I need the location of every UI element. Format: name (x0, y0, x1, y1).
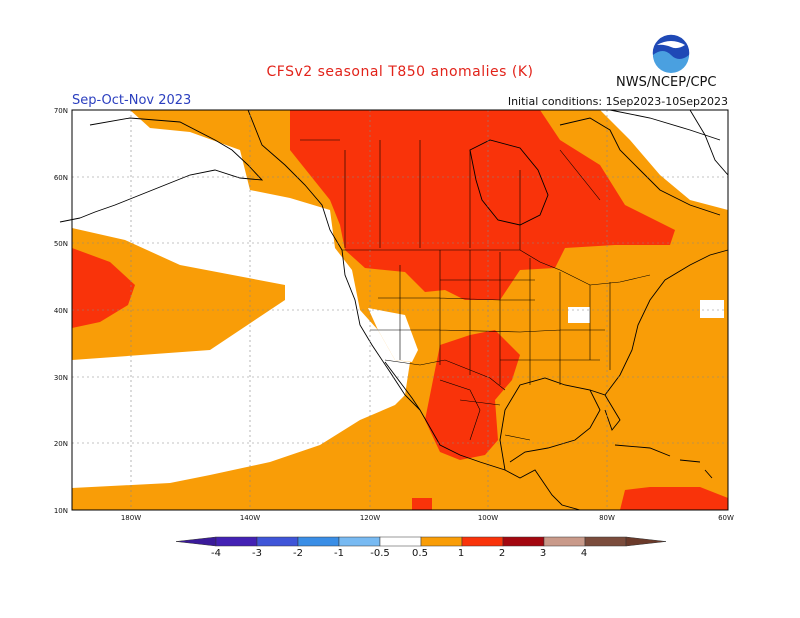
map-border (71, 109, 729, 511)
mexico-state-lines (439, 379, 531, 441)
legend-color-box (502, 536, 545, 547)
legend-tick-label: -4 (211, 548, 221, 559)
lon-label: 80W (599, 514, 615, 522)
legend-tick-label: 4 (581, 548, 587, 559)
legend-tick-labels: -4 -3 -2 -1 -0.5 0.5 1 2 3 4 (211, 548, 587, 559)
lon-label: 140W (240, 514, 260, 522)
legend-color-boxes (175, 536, 667, 547)
baja-coastline (384, 361, 421, 411)
map-frame: 70N 60N 50N 40N 30N 20N 10N 180W 140W 12… (54, 107, 734, 522)
aleutians-coastline (59, 217, 81, 223)
us-state-lines (370, 250, 611, 385)
agency-label: NWS/NCEP/CPC (616, 75, 717, 90)
lon-label: 100W (478, 514, 498, 522)
lat-label: 50N (54, 240, 68, 248)
legend-color-box (297, 536, 340, 547)
legend-tick-label: -2 (293, 548, 303, 559)
noaa-logo-icon (651, 33, 691, 73)
legend-tick-label: 1 (458, 548, 464, 559)
caribbean-islands (614, 444, 713, 479)
coastline-lines (59, 109, 729, 511)
lon-axis-labels: 180W 140W 120W 100W 80W 60W (121, 514, 734, 522)
legend-tick-label: 0.5 (412, 548, 428, 559)
legend-color-box (584, 536, 627, 547)
lat-label: 10N (54, 507, 68, 515)
lon-label: 180W (121, 514, 141, 522)
color-legend: -4 -3 -2 -1 -0.5 0.5 1 2 3 4 (175, 536, 667, 559)
lon-label: 120W (360, 514, 380, 522)
legend-color-box (379, 536, 422, 547)
lat-lon-grid (72, 110, 728, 510)
lat-label: 20N (54, 440, 68, 448)
anomaly-strong-canada (290, 110, 675, 300)
lon-label: 60W (718, 514, 734, 522)
greenland-coastline (689, 109, 729, 176)
anomaly-neutral-atlantic (700, 300, 724, 318)
legend-tick-label: 3 (540, 548, 546, 559)
anomaly-strong-small (412, 498, 432, 510)
lat-label: 40N (54, 307, 68, 315)
anomaly-strong-atlantic (620, 487, 728, 510)
legend-low-arrow (175, 536, 217, 547)
legend-color-box (256, 536, 299, 547)
legend-tick-label: 2 (499, 548, 505, 559)
us-mexico-border (384, 359, 506, 391)
political-boundaries (300, 139, 651, 441)
anomaly-strong-pacific (72, 248, 135, 328)
legend-color-box (461, 536, 504, 547)
anomaly-neutral-pacific-region (72, 110, 410, 488)
lat-label: 30N (54, 374, 68, 382)
initial-conditions-label: Initial conditions: 1Sep2023-10Sep2023 (507, 95, 728, 108)
legend-color-box (543, 536, 586, 547)
legend-color-box (338, 536, 381, 547)
lat-label: 70N (54, 107, 68, 115)
legend-high-arrow (625, 536, 667, 547)
lat-axis-labels: 70N 60N 50N 40N 30N 20N 10N (54, 107, 68, 515)
east-coastline (604, 249, 729, 396)
legend-color-box (420, 536, 463, 547)
legend-color-box (215, 536, 258, 547)
map-title: CFSv2 seasonal T850 anomalies (K) (266, 64, 534, 80)
legend-tick-label: -0.5 (370, 548, 390, 559)
legend-tick-label: -1 (334, 548, 344, 559)
hudson-bay-coastline (469, 139, 549, 226)
anomaly-neutral-baja (368, 308, 418, 362)
alaska-coastline (79, 117, 264, 219)
canada-province-lines (300, 139, 601, 250)
season-label: Sep-Oct-Nov 2023 (72, 93, 192, 108)
anomaly-neutral-east (568, 307, 590, 323)
legend-tick-label: -3 (252, 548, 262, 559)
anomaly-neutral-arctic (600, 110, 728, 210)
lat-label: 60N (54, 174, 68, 182)
north-america-coastline (247, 109, 581, 511)
florida-coastline (589, 389, 621, 431)
